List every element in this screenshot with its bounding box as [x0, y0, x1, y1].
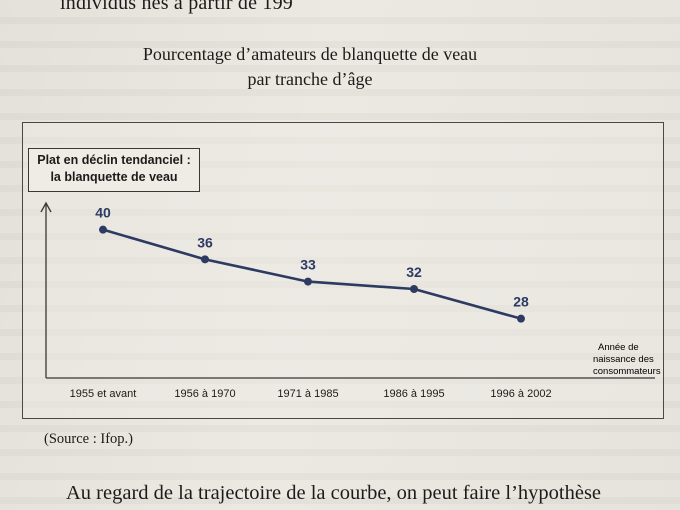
figure-title: Pourcentage d’amateurs de blanquette de …: [120, 42, 500, 92]
body-text-bottom: Au regard de la trajectoire de la courbe…: [66, 482, 602, 504]
callout-line-2: la blanquette de veau: [50, 170, 178, 184]
x-tick-label: 1986 à 1995: [383, 388, 444, 400]
data-label: 28: [513, 294, 529, 310]
callout-box: Plat en déclin tendanciel : la blanquett…: [28, 148, 200, 192]
source-note: (Source : Ifop.): [44, 431, 133, 447]
data-point: [99, 225, 107, 234]
data-point: [304, 277, 312, 286]
callout-line-1: Plat en déclin tendanciel :: [37, 153, 191, 167]
data-point: [517, 314, 525, 323]
axis-note-line-3: consommateurs: [593, 366, 661, 377]
axis-note-line-1: Année de: [598, 342, 639, 353]
x-tick-label: 1971 à 1985: [277, 388, 338, 400]
axis-note-line-2: naissance des: [593, 354, 654, 365]
y-axis-arrow: [40, 201, 52, 213]
x-tick-label: 1955 et avant: [70, 388, 137, 400]
data-label: 36: [197, 234, 213, 250]
data-point: [201, 255, 209, 264]
header-text: individus nés à partir de 199: [60, 0, 293, 14]
data-label: 33: [300, 257, 316, 273]
x-tick-label: 1996 à 2002: [490, 388, 551, 400]
data-label: 32: [406, 264, 422, 280]
data-label: 40: [95, 205, 111, 221]
series-line: [102, 228, 522, 320]
x-tick-label: 1956 à 1970: [174, 388, 235, 400]
chart-frame: [22, 122, 664, 419]
figure-title-line-1: Pourcentage d’amateurs de blanquette de …: [142, 44, 478, 64]
figure-title-line-2: par tranche d’âge: [247, 69, 373, 89]
data-point: [410, 285, 418, 293]
